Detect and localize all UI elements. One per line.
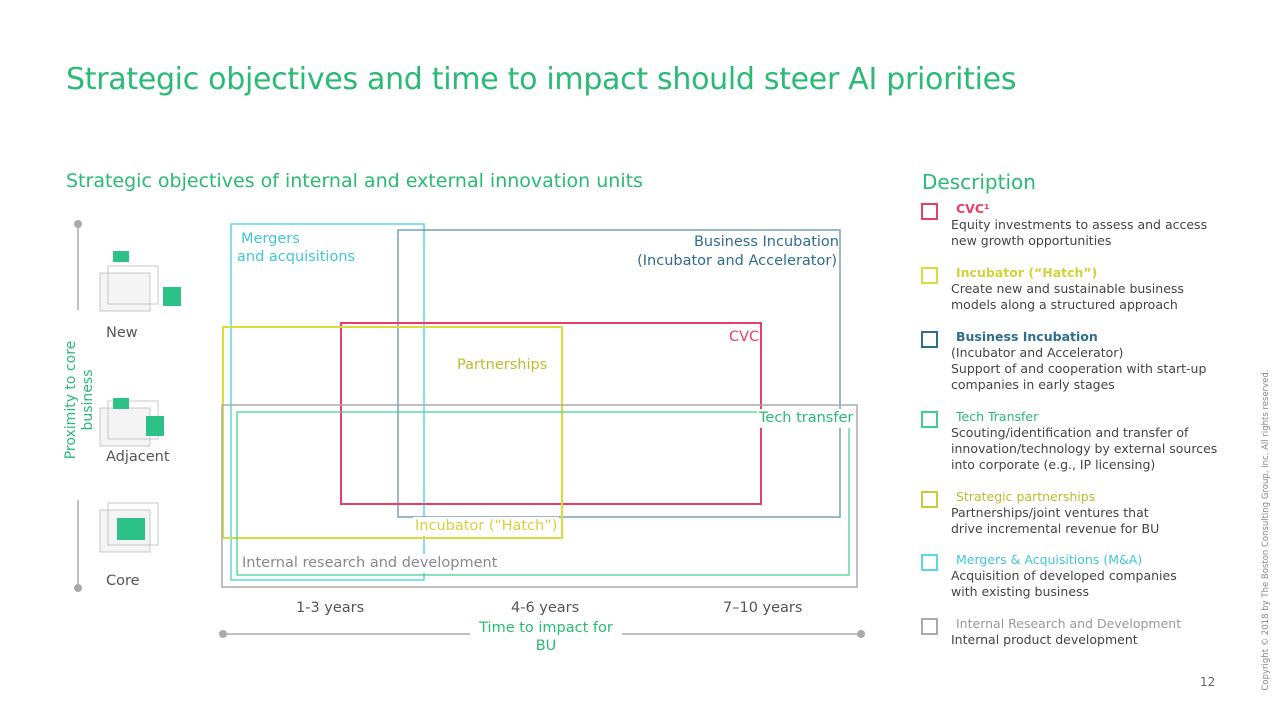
description-item: Business Incubation (Incubator and Accele… — [921, 329, 1221, 393]
y-axis-label-1: Proximity to core — [63, 340, 79, 460]
legend-square-icon — [921, 618, 938, 635]
description-item: CVC¹ Equity investments to assess and acc… — [921, 201, 1221, 249]
x-axis-label-1: Time to impact for — [479, 620, 613, 636]
box-mergers — [230, 223, 425, 581]
level-core: Core — [106, 573, 140, 589]
x-axis-label: Time to impact for BU — [470, 619, 622, 655]
description-title: CVC¹ — [956, 201, 990, 216]
label-tech-transfer: Tech transfer — [757, 409, 856, 428]
y-axis-label-2: business — [80, 369, 96, 431]
description-text: Partnerships/joint ventures that — [951, 505, 1149, 520]
description-text: Create new and sustainable business — [951, 281, 1184, 296]
description-text: with existing business — [951, 584, 1090, 599]
description-text: models along a structured approach — [951, 297, 1178, 312]
legend-square-icon — [921, 203, 938, 220]
level-adjacent: Adjacent — [106, 449, 170, 465]
legend-square-icon — [921, 411, 938, 428]
description-item: Incubator (“Hatch”) Create new and sustai… — [921, 265, 1221, 313]
box-tech — [236, 411, 850, 576]
description-text: Acquisition of developed companies — [951, 568, 1177, 583]
description-text: Scouting/identification and transfer of — [951, 425, 1189, 440]
description-item: Strategic partnerships Partnerships/joint… — [921, 489, 1221, 537]
box-cvc — [340, 322, 762, 505]
copyright: Copyright © 2018 by The Boston Consultin… — [1261, 369, 1271, 691]
box-business-incubation — [397, 229, 841, 518]
description-item: Mergers & Acquisitions (M&A) Acquisition … — [921, 552, 1221, 600]
x-tick-1: 1-3 years — [296, 600, 365, 616]
description-title: Incubator (“Hatch”) — [956, 265, 1098, 280]
description-text: Equity investments to assess and access — [951, 217, 1208, 232]
x-tick-2: 4-6 years — [511, 600, 580, 616]
description-item: Tech Transfer Scouting/identification and… — [921, 409, 1221, 473]
label-partnerships: Partnerships — [457, 357, 548, 373]
level-new: New — [106, 325, 138, 341]
description-text: drive incremental revenue for BU — [951, 521, 1160, 536]
description-text: (Incubator and Accelerator) — [951, 345, 1124, 360]
legend-square-icon — [921, 554, 938, 571]
box-hatch — [222, 326, 563, 539]
label-hatch: Incubator (“Hatch”) — [413, 517, 560, 536]
label-mergers-1: Mergers — [241, 231, 300, 247]
description-title: Tech Transfer — [956, 409, 1039, 424]
description-title: Strategic partnerships — [956, 489, 1096, 504]
description-text: companies in early stages — [951, 377, 1115, 392]
description-text: new growth opportunities — [951, 233, 1112, 248]
x-tick-3: 7–10 years — [723, 600, 803, 616]
legend-square-icon — [921, 491, 938, 508]
description-title: Business Incubation — [956, 329, 1098, 344]
description-title: Internal Research and Development — [956, 616, 1182, 631]
description-text: Internal product development — [951, 632, 1138, 647]
label-bi-1: Business Incubation — [693, 233, 839, 252]
description-title: Mergers & Acquisitions (M&A) — [956, 552, 1143, 567]
description-item: Internal Research and Development Interna… — [921, 616, 1221, 648]
description-text: innovation/technology by external source… — [951, 441, 1218, 456]
description-heading: Description — [922, 170, 1036, 194]
legend-square-icon — [921, 331, 938, 348]
description-text: Support of and cooperation with start-up — [951, 361, 1207, 376]
page-number: 12 — [1200, 675, 1216, 689]
page-title: Strategic objectives and time to impact … — [66, 62, 1017, 97]
description-text: into corporate (e.g., IP licensing) — [951, 457, 1156, 472]
label-cvc: CVC — [729, 328, 760, 347]
label-bi-2: (Incubator and Accelerator) — [637, 252, 837, 271]
legend-square-icon — [921, 267, 938, 284]
box-ird — [221, 404, 858, 588]
label-mergers-2: and acquisitions — [237, 249, 356, 265]
chart-heading: Strategic objectives of internal and ext… — [66, 170, 643, 192]
x-axis-label-2: BU — [535, 638, 557, 654]
y-axis-label: Proximity to core business — [63, 341, 97, 460]
label-ird: Internal research and development — [240, 554, 500, 573]
